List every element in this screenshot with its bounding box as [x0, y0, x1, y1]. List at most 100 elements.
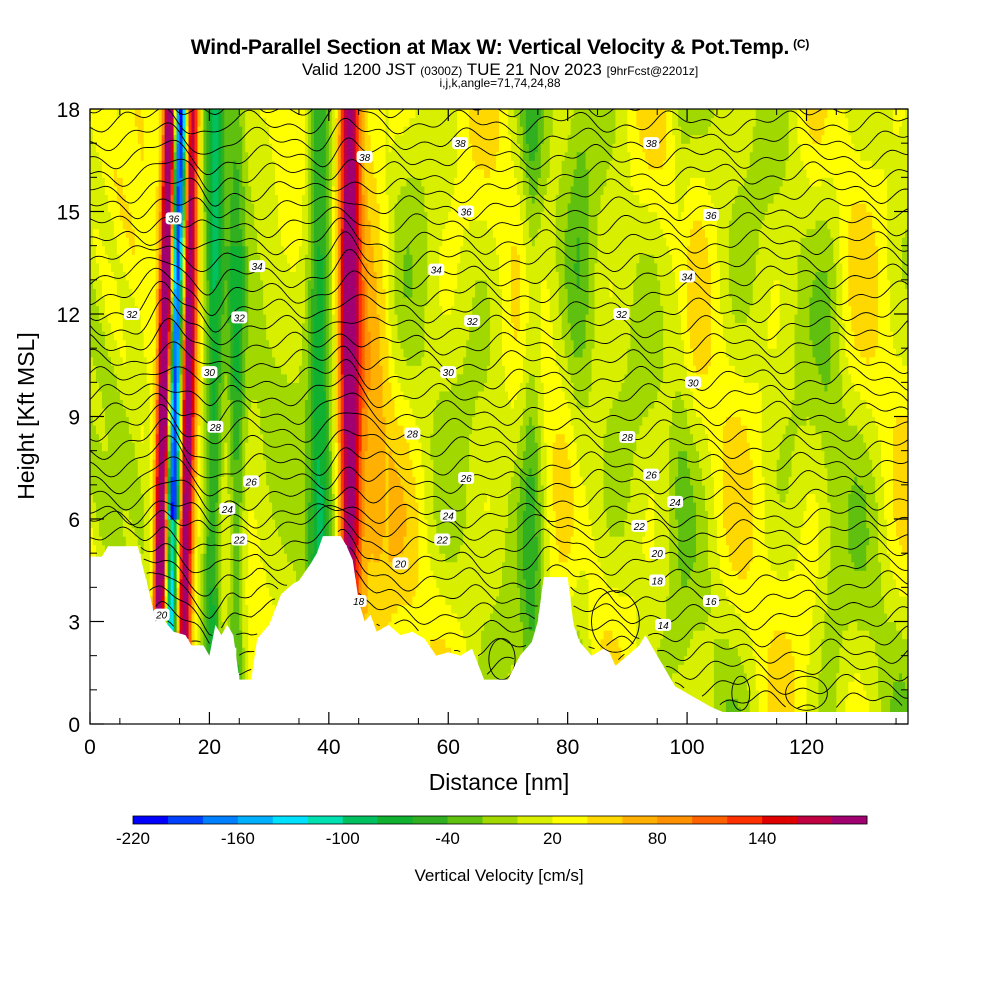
field-cell [131, 467, 136, 477]
field-cell [188, 365, 193, 375]
field-cell [206, 647, 211, 657]
field-cell [164, 271, 169, 281]
field-cell [167, 331, 172, 341]
field-cell [194, 442, 199, 452]
field-cell [191, 168, 196, 178]
field-cell [137, 476, 142, 486]
field-cell [161, 595, 166, 606]
field-cell [116, 202, 121, 213]
field-cell [143, 177, 148, 187]
field-cell [131, 220, 136, 230]
field-cell [164, 450, 169, 460]
field-cell [209, 595, 214, 606]
field-cell [200, 151, 205, 161]
field-cell [140, 501, 145, 512]
field-cell [194, 202, 199, 213]
field-cell [194, 527, 199, 537]
field-cell [128, 279, 133, 289]
field-cell [119, 467, 124, 477]
field-cell [140, 151, 145, 161]
field-cell [110, 194, 115, 204]
field-cell [146, 527, 151, 537]
field-cell [92, 416, 97, 426]
field-cell [179, 314, 184, 324]
field-cell [197, 279, 202, 289]
field-cell [182, 322, 187, 332]
field-cell [158, 450, 163, 460]
field-cell [173, 467, 178, 477]
field-cell [161, 373, 166, 383]
field-cell [110, 467, 115, 477]
field-cell [176, 109, 181, 119]
field-cell [113, 510, 118, 520]
field-cell [179, 382, 184, 392]
field-cell [176, 433, 181, 443]
field-cell [146, 442, 151, 452]
forecast-info: [9hrFcst@2201z] [606, 64, 699, 78]
field-cell [140, 442, 145, 452]
field-cell [152, 604, 157, 614]
chart-title: Wind-Parallel Section at Max W: Vertical… [0, 36, 1000, 60]
field-cell [90, 185, 94, 196]
field-cell [110, 450, 115, 460]
field-cell [119, 442, 124, 452]
field-cell [98, 237, 103, 247]
field-cell [104, 168, 109, 178]
field-cell [146, 450, 151, 460]
field-cell [176, 536, 181, 546]
field-cell [134, 160, 139, 170]
field-cell [98, 399, 103, 409]
field-cell [170, 331, 175, 341]
field-cell [92, 476, 97, 486]
field-cell [170, 476, 175, 486]
field-cell [197, 348, 202, 358]
field-cell [125, 194, 130, 204]
field-cell [182, 373, 187, 383]
field-cell [131, 339, 136, 349]
field-cell [194, 544, 199, 554]
field-cell [170, 365, 175, 375]
field-cell [125, 237, 130, 247]
field-cell [143, 220, 148, 230]
field-cell [92, 365, 97, 375]
field-cell [122, 151, 127, 161]
field-cell [152, 561, 157, 571]
field-cell [191, 425, 196, 435]
field-cell [188, 271, 193, 281]
field-cell [98, 501, 103, 512]
field-cell [203, 185, 208, 196]
field-cell [140, 373, 145, 383]
field-cell [167, 185, 172, 196]
field-cell [90, 356, 94, 366]
field-cell [107, 433, 112, 443]
field-cell [98, 296, 103, 307]
field-cell [140, 126, 145, 136]
field-cell [152, 331, 157, 341]
field-cell [95, 262, 100, 272]
field-cell [149, 339, 154, 349]
field-cell [179, 501, 184, 512]
field-cell [185, 604, 190, 614]
field-cell [200, 296, 205, 307]
field-cell [152, 578, 157, 588]
field-cell [140, 160, 145, 170]
field-cell [90, 126, 94, 136]
field-cell [119, 365, 124, 375]
field-cell [176, 288, 181, 298]
field-cell [119, 536, 124, 546]
field-cell [98, 134, 103, 144]
copyright-mark: (C) [793, 37, 810, 51]
field-cell [110, 399, 115, 409]
field-cell [104, 254, 109, 264]
field-cell [116, 416, 121, 426]
field-cell [149, 527, 154, 537]
field-cell [113, 416, 118, 426]
field-cell [101, 151, 106, 161]
field-cell [137, 450, 142, 460]
field-cell [90, 262, 94, 272]
field-cell [104, 117, 109, 127]
field-cell [179, 348, 184, 358]
field-cell [194, 305, 199, 315]
field-cell [131, 407, 136, 418]
field-cell [143, 151, 148, 161]
